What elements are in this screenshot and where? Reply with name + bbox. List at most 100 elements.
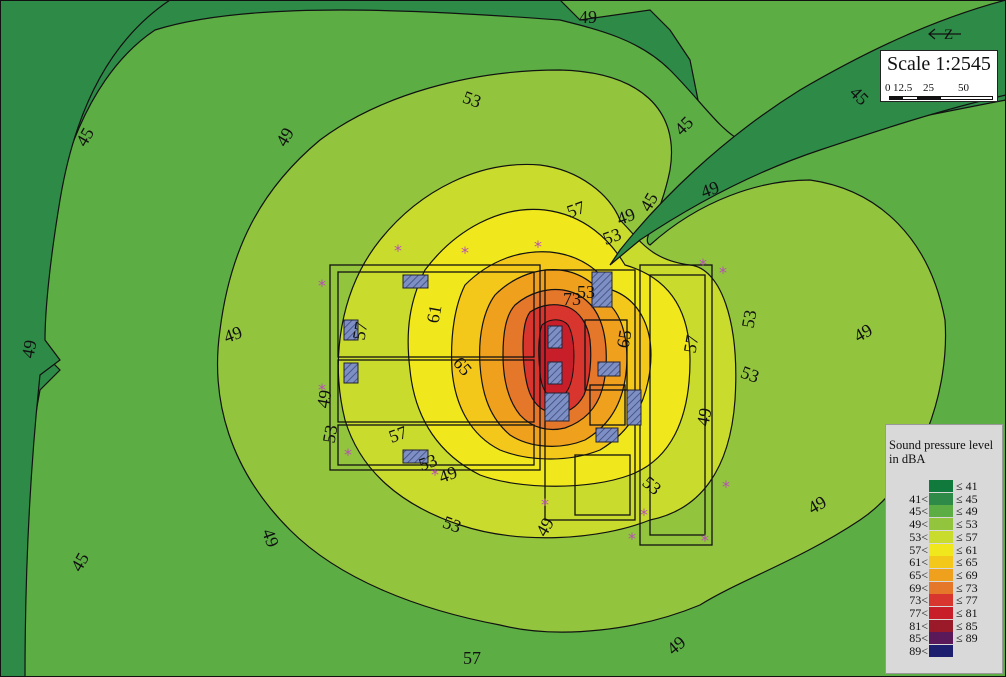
contour-label: 49 <box>579 7 597 27</box>
contour-label: 53 <box>600 224 624 249</box>
legend-row: 85< ≤ 89 <box>886 631 1004 646</box>
receiver-point-icon: * <box>431 465 439 484</box>
legend-lower-bound: 89< <box>909 644 928 659</box>
legend-upper-bound: ≤ 73 <box>956 580 978 595</box>
legend-lower-bound: 73< <box>909 593 928 608</box>
contour-label: 73 <box>563 289 581 309</box>
legend-swatch <box>929 645 953 658</box>
legend-upper-bound: ≤ 65 <box>956 555 978 570</box>
contour-label: 53 <box>577 282 595 302</box>
receiver-point-icon: * <box>640 505 648 524</box>
legend-lower-bound: 65< <box>909 567 928 582</box>
legend-swatch <box>929 556 953 569</box>
legend-row: 77< ≤ 81 <box>886 607 1004 619</box>
receiver-point-icon: * <box>628 529 636 548</box>
legend-lower-bound: 61< <box>909 555 928 570</box>
receiver-point-icon: * <box>699 255 707 274</box>
zone-45-left <box>0 0 172 677</box>
legend-row: ≤ 41 <box>886 480 1004 492</box>
legend-upper-bound: ≤ 57 <box>956 529 978 544</box>
legend-swatch <box>929 581 953 594</box>
contour-label: 49 <box>313 388 336 409</box>
receiver-point-icon: * <box>541 495 549 514</box>
contour-label: 57 <box>386 422 410 447</box>
contour-label: 57 <box>564 197 588 222</box>
legend-upper-bound: ≤ 41 <box>956 479 978 493</box>
contour-label: 53 <box>319 423 342 444</box>
contour-label: 49 <box>436 462 460 487</box>
north-label: Z <box>944 27 953 43</box>
receiver-point-icon: * <box>344 445 352 464</box>
legend-upper-bound: ≤ 81 <box>956 606 978 620</box>
contour-label: 53 <box>738 362 762 387</box>
receiver-points: * * ********* *** <box>318 237 730 550</box>
legend-row: 73< ≤ 77 <box>886 593 1004 608</box>
legend-upper-bound: ≤ 85 <box>956 618 978 633</box>
receiver-point-icon: * <box>461 243 469 262</box>
legend-row: 69< ≤ 73 <box>886 580 1004 595</box>
legend-swatch <box>929 480 953 492</box>
legend-swatch <box>929 594 953 607</box>
receiver-point-icon: * <box>318 380 326 399</box>
contour-label: 53 <box>440 512 464 537</box>
legend-row: 49< ≤ 53 <box>886 517 1004 532</box>
contour-label: 53 <box>416 450 440 475</box>
receiver-point-icon: * <box>394 241 402 260</box>
north-arrow: Z <box>925 24 965 44</box>
legend-title: Sound pressure level in dBA <box>889 438 994 466</box>
scale-bar <box>889 96 993 100</box>
legend-lower-bound: 57< <box>909 542 928 557</box>
receiver-point-icon: * <box>701 531 709 550</box>
legend-swatch <box>929 505 953 518</box>
legend-lower-bound: 49< <box>909 517 928 532</box>
legend-swatch <box>929 492 953 505</box>
contour-label: 65 <box>613 328 636 349</box>
contour-label: 49 <box>221 322 245 347</box>
legend-upper-bound: ≤ 53 <box>956 517 978 532</box>
contour-label: 61 <box>423 303 446 324</box>
legend-upper-bound: ≤ 77 <box>956 593 978 608</box>
legend-swatch <box>929 543 953 556</box>
scale-tick: 25 <box>923 82 934 94</box>
contour-label: 57 <box>463 648 481 668</box>
legend-swatch <box>929 619 953 632</box>
legend-row: 61< ≤ 65 <box>886 555 1004 570</box>
legend-upper-bound: ≤ 45 <box>956 491 978 506</box>
legend-row: 57< ≤ 61 <box>886 542 1004 557</box>
legend-upper-bound: ≤ 61 <box>956 542 978 557</box>
legend-lower-bound: 85< <box>909 631 928 646</box>
receiver-point-icon: * <box>318 276 326 295</box>
receiver-point-icon: * <box>722 477 730 496</box>
legend-upper-bound: ≤ 89 <box>956 631 978 646</box>
contour-label: 49 <box>18 338 41 359</box>
contour-label: 49 <box>693 406 716 427</box>
receiver-point-icon: * <box>534 237 542 256</box>
legend-lower-bound: 77< <box>909 606 928 620</box>
legend-row: 89< <box>886 644 1004 659</box>
legend-upper-bound: ≤ 69 <box>956 567 978 582</box>
scale-tick: 12.5 <box>893 82 913 94</box>
contour-label: 49 <box>698 177 722 202</box>
legend-lower-bound: 41< <box>909 491 928 506</box>
legend-swatch <box>929 530 953 543</box>
legend-row: 41< ≤ 45 <box>886 491 1004 506</box>
legend-row: 53< ≤ 57 <box>886 529 1004 544</box>
legend-row: 81< ≤ 85 <box>886 618 1004 633</box>
legend-upper-bound: ≤ 49 <box>956 504 978 519</box>
scale-tick: 0 <box>885 82 891 94</box>
contour-label: 49 <box>614 204 638 229</box>
scale-title: Scale 1:2545 <box>887 53 991 75</box>
contour-label: 49 <box>258 526 283 550</box>
building-outlines <box>329 264 713 546</box>
legend-lower-bound: 45< <box>909 504 928 519</box>
contour-label: 53 <box>738 308 761 329</box>
receiver-point-icon: * <box>719 263 727 282</box>
legend-swatch <box>929 632 953 645</box>
legend-row: 45< ≤ 49 <box>886 504 1004 519</box>
legend-lower-bound: 69< <box>909 580 928 595</box>
legend-swatch <box>929 518 953 531</box>
contour-label: 53 <box>460 87 484 112</box>
scale-box: Scale 1:2545 0 12.5 25 50 <box>880 50 998 102</box>
legend-lower-bound: 81< <box>909 618 928 633</box>
